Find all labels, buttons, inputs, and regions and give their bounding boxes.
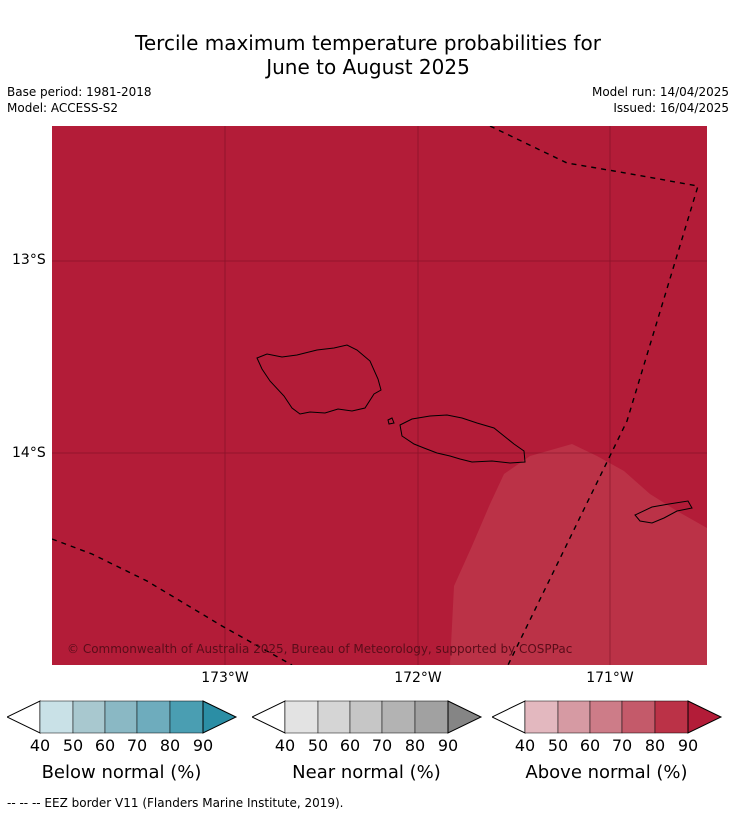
cbar-near-tick: 50 — [307, 736, 329, 755]
cbar-above-max-arrow — [687, 700, 723, 734]
chart-title-line2: June to August 2025 — [266, 55, 470, 79]
probability-field-80 — [450, 444, 707, 665]
chart-title-line1: Tercile maximum temperature probabilitie… — [135, 31, 601, 55]
savaii-island — [256, 344, 382, 415]
cbar-below-40-50 — [39, 700, 74, 734]
lat-label-13s: 13°S — [12, 252, 46, 268]
map-area — [52, 126, 707, 665]
cbar-near-tick: 60 — [339, 736, 361, 755]
cbar-above-70-80 — [621, 700, 656, 734]
cbar-below-60-70 — [104, 700, 138, 734]
cbar-above-40-50 — [524, 700, 559, 734]
model-run: Model run: 14/04/2025 — [591, 85, 729, 99]
cbar-near-60-70 — [349, 700, 383, 734]
cbar-above-80-90 — [654, 700, 689, 734]
lon-label-172w: 172°W — [394, 670, 442, 686]
cbar-above-50-60 — [557, 700, 591, 734]
cbar-above-label: Above normal (%) — [525, 762, 688, 783]
cbar-below-tick: 80 — [159, 736, 181, 755]
colorbar-above-normal — [492, 700, 723, 734]
colorbar-near-normal — [252, 700, 483, 734]
cbar-near-40-50 — [284, 700, 319, 734]
cbar-near-70-80 — [381, 700, 416, 734]
cbar-below-tick: 70 — [126, 736, 148, 755]
cbar-below-tick: 90 — [192, 736, 214, 755]
cbar-near-tick: 90 — [437, 736, 459, 755]
eez-border — [52, 126, 699, 665]
cbar-near-50-60 — [317, 700, 351, 734]
manono-islet — [387, 417, 395, 425]
cbar-below-tick: 60 — [94, 736, 116, 755]
cbar-above-60-70 — [589, 700, 623, 734]
base-period: Base period: 1981-2018 — [7, 85, 152, 99]
cbar-above-tick: 60 — [579, 736, 601, 755]
lat-label-14s: 14°S — [12, 445, 46, 461]
map-attribution: © Commonwealth of Australia 2025, Bureau… — [67, 642, 573, 656]
island-outlines — [256, 344, 693, 524]
cbar-near-tick: 80 — [404, 736, 426, 755]
upolu-island — [399, 414, 526, 464]
issued-date: Issued: 16/04/2025 — [613, 101, 729, 115]
cbar-above-min-arrow — [492, 700, 526, 734]
cbar-near-label: Near normal (%) — [292, 762, 441, 783]
cbar-below-max-arrow — [202, 700, 238, 734]
cbar-near-max-arrow — [447, 700, 483, 734]
cbar-near-tick: 70 — [371, 736, 393, 755]
cbar-below-label: Below normal (%) — [41, 762, 202, 783]
colorbar-below-normal — [7, 700, 238, 734]
cbar-below-80-90 — [169, 700, 204, 734]
lon-label-173w: 173°W — [201, 670, 249, 686]
cbar-above-tick: 40 — [514, 736, 536, 755]
cbar-below-min-arrow — [7, 700, 41, 734]
cbar-below-50-60 — [72, 700, 106, 734]
cbar-above-tick: 50 — [547, 736, 569, 755]
lon-label-171w: 171°W — [586, 670, 634, 686]
cbar-above-tick: 90 — [677, 736, 699, 755]
cbar-near-min-arrow — [252, 700, 286, 734]
model-name: Model: ACCESS-S2 — [7, 101, 119, 115]
tutuila-island — [634, 500, 693, 524]
cbar-near-tick: 40 — [274, 736, 296, 755]
eez-footnote: -- -- -- EEZ border V11 (Flanders Marine… — [7, 796, 344, 810]
cbar-above-tick: 70 — [611, 736, 633, 755]
cbar-near-80-90 — [414, 700, 449, 734]
cbar-below-tick: 40 — [29, 736, 51, 755]
cbar-below-tick: 50 — [62, 736, 84, 755]
graticule — [52, 126, 707, 665]
cbar-below-70-80 — [136, 700, 171, 734]
cbar-above-tick: 80 — [644, 736, 666, 755]
